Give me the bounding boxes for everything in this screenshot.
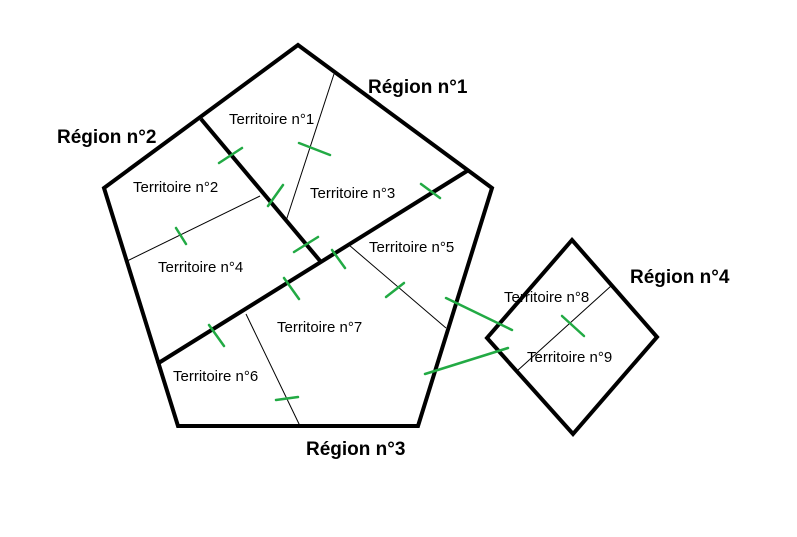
adjacency-mark bbox=[419, 182, 442, 200]
pentagon-outline bbox=[101, 42, 495, 428]
region-label-3: Région n°3 bbox=[306, 439, 405, 460]
territory-label-3: Territoire n°3 bbox=[310, 185, 395, 202]
adjacency-mark bbox=[384, 281, 406, 299]
territory-label-1: Territoire n°1 bbox=[229, 111, 314, 128]
adjacency-connector-5-8 bbox=[444, 296, 514, 332]
territory-border-6-7 bbox=[245, 313, 301, 427]
region-border-1-2 bbox=[199, 117, 323, 264]
region-label-2: Région n°2 bbox=[57, 127, 156, 148]
adjacency-mark bbox=[330, 248, 347, 270]
territory-label-5: Territoire n°5 bbox=[369, 239, 454, 256]
adjacency-mark bbox=[282, 276, 301, 301]
diamond-outline bbox=[484, 236, 660, 438]
adjacency-mark bbox=[560, 314, 586, 338]
territory-border-8-9 bbox=[516, 285, 612, 372]
territory-border-2-4 bbox=[124, 195, 261, 263]
adjacency-mark bbox=[297, 141, 332, 157]
territory-label-6: Territoire n°6 bbox=[173, 368, 258, 385]
adjacency-mark bbox=[174, 226, 188, 246]
territory-label-7: Territoire n°7 bbox=[277, 319, 362, 336]
territory-label-4: Territoire n°4 bbox=[158, 259, 243, 276]
adjacency-mark bbox=[207, 323, 226, 348]
adjacency-marks bbox=[174, 141, 586, 402]
region-border-3 bbox=[155, 169, 469, 366]
adjacency-mark bbox=[266, 183, 285, 208]
region-label-1: Région n°1 bbox=[368, 77, 468, 98]
territory-label-2: Territoire n°2 bbox=[133, 179, 218, 196]
adjacency-mark bbox=[274, 395, 300, 402]
region-label-4: Région n°4 bbox=[630, 267, 730, 288]
adjacency-mark bbox=[292, 235, 320, 254]
territory-label-8: Territoire n°8 bbox=[504, 289, 589, 306]
territory-label-9: Territoire n°9 bbox=[527, 349, 612, 366]
adjacency-mark bbox=[217, 146, 244, 165]
adjacency-connector-7-9 bbox=[423, 346, 510, 376]
